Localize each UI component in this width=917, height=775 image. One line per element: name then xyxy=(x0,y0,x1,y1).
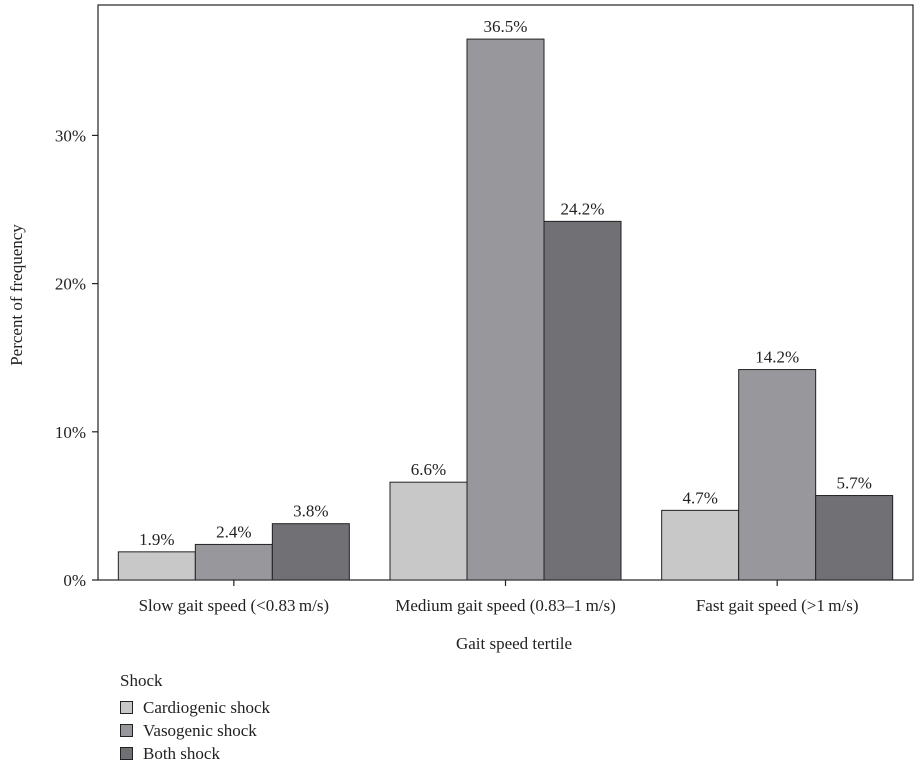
legend-item-vasogenic: Vasogenic shock xyxy=(120,719,270,742)
y-tick-label: 0% xyxy=(63,571,86,590)
legend-label-both: Both shock xyxy=(143,743,220,763)
bar-value-label: 14.2% xyxy=(755,348,799,367)
bar-value-label: 1.9% xyxy=(139,530,174,549)
bar-value-label: 2.4% xyxy=(216,522,251,541)
y-tick-label: 30% xyxy=(55,126,86,145)
bar-vasogenic xyxy=(738,369,817,581)
x-tick-label: Slow gait speed (<0.83 m/s) xyxy=(139,596,330,615)
bar-chart: 1.9% 2.4%3.8%6.6%36.5%24.2%4.7%14.2%5.7% … xyxy=(7,4,914,653)
bar-vasogenic xyxy=(466,38,545,581)
legend-title: Shock xyxy=(120,671,163,690)
bar-both xyxy=(543,220,622,581)
bar-value-label: 6.6% xyxy=(411,460,446,479)
y-axis-title: Percent of frequency xyxy=(7,224,26,366)
bar-value-label: 36.5% xyxy=(484,17,528,36)
bar-cardiogenic xyxy=(117,551,196,581)
bar-vasogenic xyxy=(194,543,273,581)
legend-swatch-cardiogenic xyxy=(120,701,133,714)
x-tick-label: Medium gait speed (0.83–1 m/s) xyxy=(395,596,616,615)
bar-value-label: 4.7% xyxy=(682,488,717,507)
bar-value-label: 24.2% xyxy=(561,199,605,218)
y-tick-label: 10% xyxy=(55,423,86,442)
legend-label-cardiogenic: Cardiogenic shock xyxy=(143,697,270,717)
x-axis-title: Gait speed tertile xyxy=(456,634,572,653)
legend-swatch-both xyxy=(120,747,133,760)
legend: Shock Cardiogenic shock Vasogenic shock … xyxy=(120,670,270,765)
bar-cardiogenic xyxy=(661,509,740,581)
bar-both xyxy=(815,495,894,581)
legend-item-both: Both shock xyxy=(120,742,270,765)
bar-both xyxy=(271,523,350,581)
bar-cardiogenic xyxy=(389,481,468,581)
bar-value-label: 5.7% xyxy=(836,474,871,493)
legend-label-vasogenic: Vasogenic shock xyxy=(143,720,257,740)
x-tick-label: Fast gait speed (>1 m/s) xyxy=(696,596,859,615)
legend-item-cardiogenic: Cardiogenic shock xyxy=(120,696,270,719)
bar-value-label: 3.8% xyxy=(293,502,328,521)
y-tick-label: 20% xyxy=(55,275,86,294)
legend-swatch-vasogenic xyxy=(120,724,133,737)
